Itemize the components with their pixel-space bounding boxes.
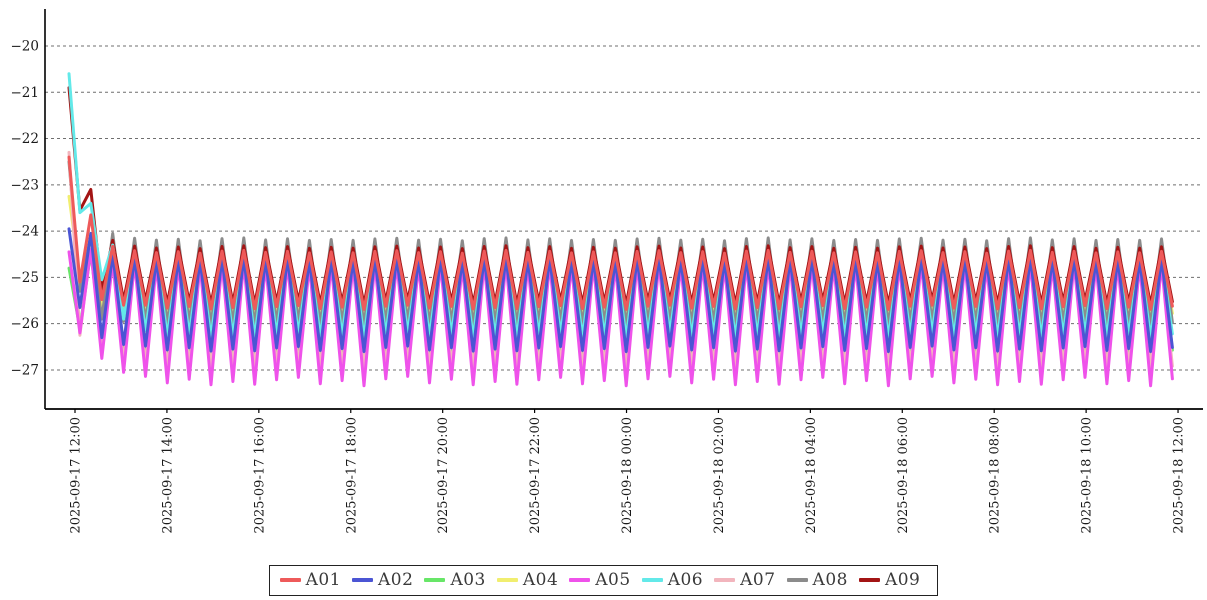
x-tick-label: 2025-09-17 12:00 [69, 417, 84, 534]
x-tick-label: 2025-09-18 08:00 [988, 417, 1003, 534]
legend-label-a07: A07 [740, 569, 776, 590]
legend-swatch-a02 [352, 578, 374, 582]
x-tick-label: 2025-09-17 14:00 [160, 417, 175, 534]
x-tick-label: 2025-09-17 18:00 [344, 417, 359, 534]
y-tick-label: −21 [11, 85, 40, 101]
x-tick-label: 2025-09-17 20:00 [436, 417, 451, 534]
y-tick-label: −27 [11, 362, 40, 378]
x-tick-label: 2025-09-18 02:00 [712, 417, 727, 534]
legend-item-a02: A02 [352, 569, 420, 590]
x-tick-label: 2025-09-17 16:00 [252, 417, 267, 534]
legend-swatch-a09 [858, 578, 880, 582]
legend-box: A01 A02 A03 A04 A05 A06 A07 A08 A09 [268, 565, 939, 596]
legend: A01 A02 A03 A04 A05 A06 A07 A08 A09 [0, 565, 1207, 596]
legend-item-a06: A06 [641, 569, 710, 590]
y-tick-label: −25 [11, 270, 40, 286]
x-tick-label: 2025-09-17 22:00 [528, 417, 543, 534]
series-line-a02 [67, 227, 1174, 354]
x-tick-label: 2025-09-18 10:00 [1080, 417, 1095, 534]
x-tick-label: 2025-09-18 12:00 [1172, 417, 1187, 534]
legend-item-a01: A01 [279, 569, 348, 590]
legend-item-a04: A04 [496, 569, 565, 590]
legend-swatch-a05 [569, 578, 591, 582]
legend-label-a04: A04 [522, 569, 559, 590]
legend-swatch-a03 [424, 578, 446, 582]
legend-swatch-a04 [496, 578, 518, 582]
legend-label-a06: A06 [667, 569, 704, 590]
legend-label-a03: A03 [450, 569, 486, 590]
legend-swatch-a01 [279, 578, 301, 582]
legend-swatch-a08 [786, 578, 808, 582]
x-tick-label: 2025-09-18 06:00 [896, 417, 911, 534]
y-tick-label: −23 [11, 177, 40, 193]
series-line-a01 [67, 155, 1174, 311]
legend-swatch-a06 [641, 578, 663, 582]
legend-label-a09: A09 [884, 569, 921, 590]
x-tick-label: 2025-09-18 04:00 [804, 417, 819, 534]
legend-swatch-a07 [714, 578, 736, 582]
legend-item-a07: A07 [714, 569, 782, 590]
y-tick-label: −26 [11, 316, 40, 332]
legend-label-a01: A01 [305, 569, 342, 590]
y-tick-label: −20 [11, 39, 40, 55]
legend-item-a03: A03 [424, 569, 492, 590]
legend-item-a05: A05 [569, 569, 637, 590]
legend-label-a02: A02 [378, 569, 414, 590]
y-tick-label: −24 [11, 224, 40, 240]
legend-label-a08: A08 [812, 569, 848, 590]
x-tick-label: 2025-09-18 00:00 [620, 417, 635, 534]
legend-item-a09: A09 [858, 569, 927, 590]
y-tick-label: −22 [11, 131, 40, 147]
legend-item-a08: A08 [786, 569, 855, 590]
legend-label-a05: A05 [595, 569, 631, 590]
